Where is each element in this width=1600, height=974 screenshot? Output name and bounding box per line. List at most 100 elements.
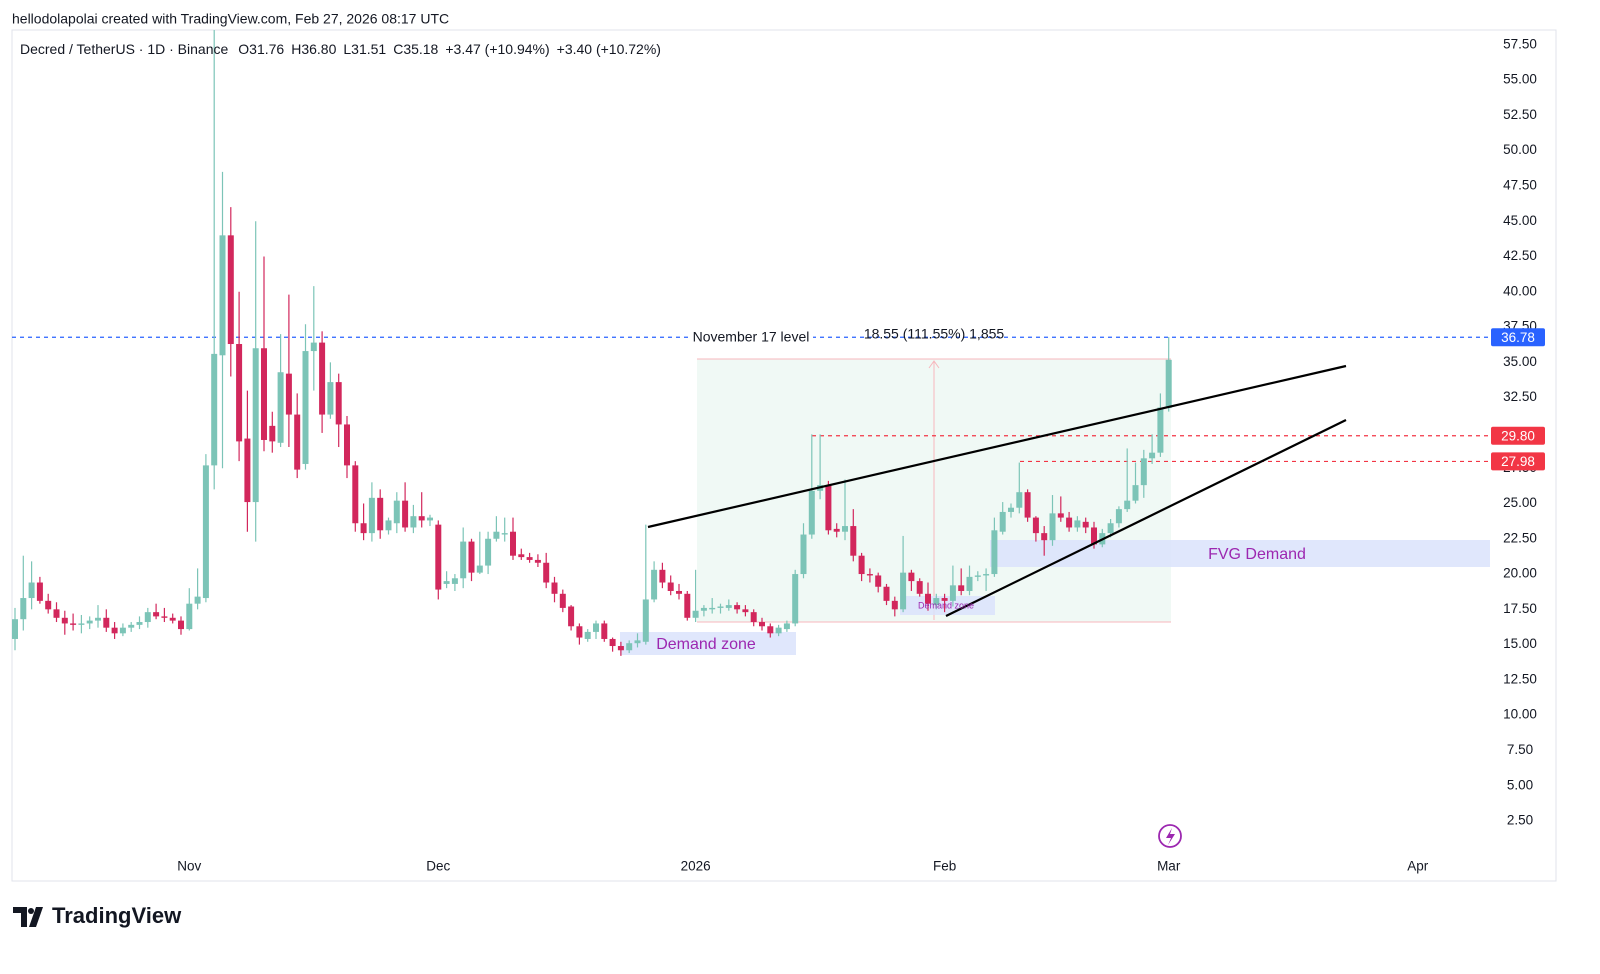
candle-body [991,530,998,575]
candle-body [377,497,384,531]
candle-body [244,438,251,503]
candle-body [966,576,973,591]
y-tick-label: 47.50 [1503,178,1537,193]
candle-body [78,623,85,625]
legend: Decred / TetherUS · 1D · Binance O31.76 H3… [20,41,661,57]
price-label-bg [1491,452,1545,471]
candle-body [543,562,550,583]
candle-body [468,541,475,573]
annotation: Demand zone [656,636,756,653]
candle-body [327,382,334,415]
candle-body [576,626,583,638]
candle-body [443,581,450,584]
candle-body [559,593,566,608]
candle-body [410,516,417,528]
candle-body [742,609,749,613]
candle-body [61,617,68,624]
candle-body [775,627,782,634]
candle-body [1074,520,1081,528]
candle-body [759,622,765,627]
candle-body [1107,523,1114,534]
y-tick-label: 22.50 [1503,530,1537,545]
candle-body [1115,509,1122,524]
candle-body [858,555,865,575]
candle-body [476,565,483,573]
candle-body [875,575,882,587]
y-tick-label: 5.00 [1507,777,1533,792]
credit: hellodolapolai created with TradingView.… [12,11,449,27]
candle-body [933,598,940,606]
candle-body [900,572,907,610]
candle-body [153,612,160,617]
candle-body [178,620,184,630]
candle-body [958,585,965,591]
candle-body [186,603,193,630]
y-tick-label: 10.00 [1503,707,1537,722]
candle-body [1149,452,1156,459]
price-label: 29.80 [1501,428,1535,443]
candle-body [1066,517,1073,528]
legend-value: C35.18 [393,41,438,57]
candle-body [667,582,674,591]
candle-body [161,616,168,618]
y-tick-label: 7.50 [1507,742,1533,757]
candle-body [136,622,143,625]
candle-body [1165,359,1172,409]
y-tick-label: 32.50 [1503,389,1537,404]
candle-body [584,631,591,639]
y-tick-label: 40.00 [1503,283,1537,298]
candle-body [252,348,259,503]
candle-body [684,593,691,618]
candle-body [344,424,350,466]
legend-value: +3.40 (+10.72%) [557,41,661,57]
candle-body [451,578,458,584]
annotation: FVG Demand [1208,546,1306,563]
arrow-head [928,360,940,369]
candle-body [119,627,126,634]
candle-body [983,574,990,576]
candle-body [211,353,218,466]
candle-body [626,643,633,651]
logo-mark [13,907,43,927]
candle-body [1091,527,1097,545]
candle-body [891,600,898,610]
candle-body [493,531,500,539]
candle-body [460,541,467,579]
alert-bolt [1166,828,1175,845]
candle-body [435,524,442,590]
candle-body [609,638,616,647]
candle-body [219,235,226,356]
candle-body [12,619,18,639]
y-tick-label: 15.00 [1503,636,1537,651]
chart-frame [11,29,1557,882]
y-tick-label: 57.50 [1503,36,1537,51]
price-label-bg [1491,328,1545,347]
candle-body [825,485,832,531]
logo-text: TradingView [52,903,182,928]
logo: TradingView [13,903,182,928]
candle-body [352,465,359,524]
candle-body [510,531,516,556]
y-tick-label: 35.00 [1503,354,1537,369]
candle-body [261,348,267,440]
candle-body [808,490,815,535]
candle-body [402,500,409,528]
candle-body [792,574,799,624]
candle-body [28,582,35,599]
symbol: Decred / TetherUS · 1D · Binance [20,41,228,57]
candle-body [1016,492,1023,508]
candle-body [194,596,201,604]
candle-body [86,620,93,624]
candle-body [949,585,956,601]
candle-body [1132,485,1139,501]
y-tick-label: 45.00 [1503,213,1537,228]
candle-body [974,575,981,577]
x-tick-label: Dec [426,859,450,874]
candle-body [360,523,367,534]
candle-body [526,557,533,560]
candle-body [277,372,284,443]
alert-icon[interactable] [1158,824,1182,848]
candle-body [1049,513,1056,541]
candle-body [202,465,209,599]
legend-value: +3.47 (+10.94%) [445,41,549,57]
